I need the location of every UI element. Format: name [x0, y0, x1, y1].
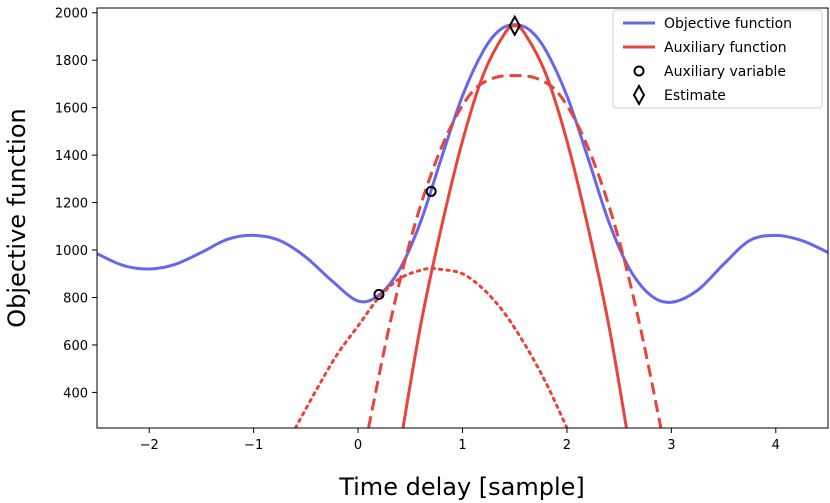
legend-label: Auxiliary function: [664, 40, 787, 56]
legend-label: Estimate: [664, 88, 726, 104]
series-line-dotted-3: [293, 267, 569, 428]
series-line-solid-1: [401, 24, 628, 428]
legend: Objective function Auxiliary function Auxi…: [612, 9, 823, 109]
auxiliary-variable-marker-1: [425, 185, 437, 197]
x-tick-label: 3: [667, 438, 675, 453]
y-axis-label: Objective function: [3, 108, 31, 327]
x-tick-label: −2: [140, 438, 159, 453]
y-tick-label: 1400: [55, 149, 88, 164]
marker-layer: [373, 14, 521, 300]
legend-swatch-diamond: [632, 83, 646, 107]
x-axis-label: Time delay [sample]: [338, 473, 585, 501]
legend-label: Objective function: [664, 16, 792, 32]
x-tick-label: 2: [563, 438, 571, 453]
legend-label: Auxiliary variable: [664, 64, 786, 80]
y-tick-label: 1200: [55, 197, 88, 212]
y-tick-label: 800: [63, 291, 88, 306]
estimate-marker: [508, 14, 521, 37]
y-tick-label: 1000: [55, 244, 88, 259]
x-tick-label: −1: [244, 438, 263, 453]
plot-area: [97, 23, 828, 428]
series-line-dashed-2: [367, 74, 663, 428]
legend-box: [612, 9, 823, 109]
x-tick-label: 1: [458, 438, 466, 453]
x-axis: −2 −1 0 1 2 3 4: [140, 428, 780, 453]
y-tick-label: 1800: [55, 54, 88, 69]
series-line-solid-0: [97, 23, 828, 304]
y-tick-label: 400: [63, 386, 88, 401]
legend-swatch-circle: [633, 65, 645, 77]
y-tick-label: 600: [63, 339, 88, 354]
y-tick-label: 2000: [55, 7, 88, 22]
auxiliary-variable-marker-0: [373, 288, 385, 300]
x-tick-label: 4: [772, 438, 780, 453]
y-tick-label: 1600: [55, 102, 88, 117]
x-tick-label: 0: [354, 438, 362, 453]
y-axis: 400 600 800 1000 1200 1400 1600 1800 2000: [55, 7, 97, 401]
